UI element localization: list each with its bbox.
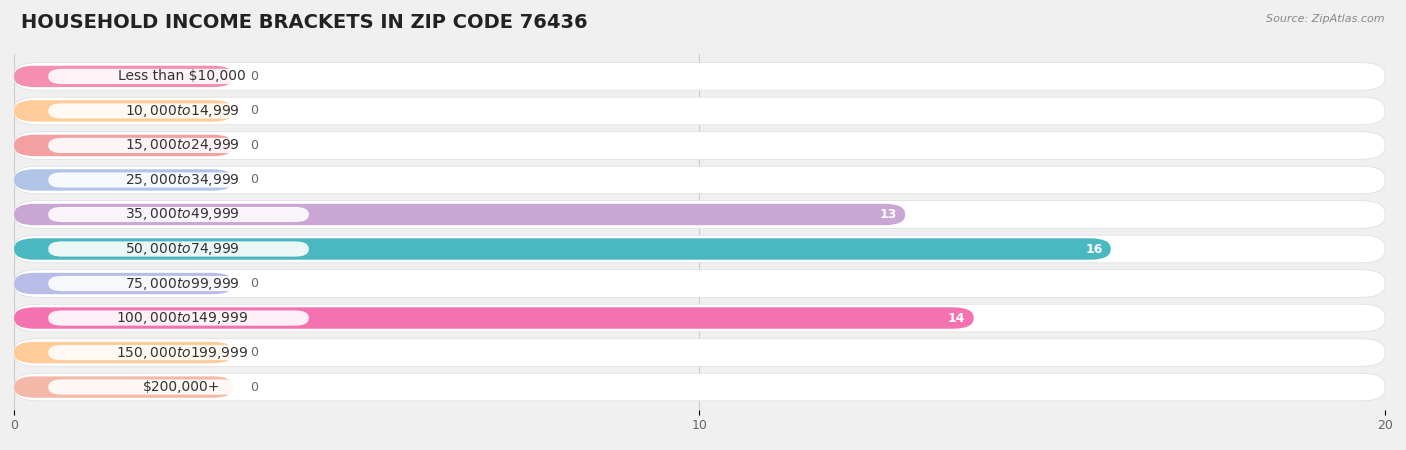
Text: 0: 0 (250, 346, 259, 359)
FancyBboxPatch shape (14, 66, 233, 87)
FancyBboxPatch shape (14, 100, 233, 122)
FancyBboxPatch shape (14, 376, 233, 398)
FancyBboxPatch shape (14, 307, 973, 329)
FancyBboxPatch shape (14, 270, 1385, 297)
Text: $150,000 to $199,999: $150,000 to $199,999 (115, 345, 249, 360)
Circle shape (17, 70, 45, 83)
FancyBboxPatch shape (14, 204, 905, 225)
Text: 14: 14 (948, 311, 966, 324)
Text: $10,000 to $14,999: $10,000 to $14,999 (125, 103, 239, 119)
FancyBboxPatch shape (48, 138, 309, 153)
FancyBboxPatch shape (14, 166, 1385, 194)
FancyBboxPatch shape (14, 63, 1385, 90)
FancyBboxPatch shape (14, 339, 1385, 366)
Circle shape (17, 311, 45, 325)
FancyBboxPatch shape (14, 132, 1385, 159)
FancyBboxPatch shape (14, 304, 1385, 332)
FancyBboxPatch shape (14, 97, 1385, 125)
Text: $25,000 to $34,999: $25,000 to $34,999 (125, 172, 239, 188)
FancyBboxPatch shape (48, 104, 309, 118)
FancyBboxPatch shape (48, 241, 309, 256)
FancyBboxPatch shape (48, 69, 309, 84)
FancyBboxPatch shape (14, 201, 1385, 228)
Text: 0: 0 (250, 70, 259, 83)
Circle shape (17, 104, 45, 118)
Text: 0: 0 (250, 174, 259, 186)
Text: Less than $10,000: Less than $10,000 (118, 69, 246, 83)
Text: 16: 16 (1085, 243, 1102, 256)
FancyBboxPatch shape (14, 273, 233, 294)
FancyBboxPatch shape (14, 235, 1385, 263)
FancyBboxPatch shape (14, 135, 233, 156)
Text: 0: 0 (250, 277, 259, 290)
Text: Source: ZipAtlas.com: Source: ZipAtlas.com (1267, 14, 1385, 23)
FancyBboxPatch shape (48, 172, 309, 188)
FancyBboxPatch shape (14, 238, 1111, 260)
FancyBboxPatch shape (14, 342, 233, 363)
Circle shape (17, 139, 45, 153)
Circle shape (17, 173, 45, 187)
FancyBboxPatch shape (14, 373, 1385, 401)
Text: 0: 0 (250, 381, 259, 394)
Circle shape (17, 346, 45, 360)
Text: HOUSEHOLD INCOME BRACKETS IN ZIP CODE 76436: HOUSEHOLD INCOME BRACKETS IN ZIP CODE 76… (21, 14, 588, 32)
FancyBboxPatch shape (14, 169, 233, 191)
Text: $75,000 to $99,999: $75,000 to $99,999 (125, 275, 239, 292)
Text: $35,000 to $49,999: $35,000 to $49,999 (125, 207, 239, 222)
Text: 13: 13 (880, 208, 897, 221)
Text: $200,000+: $200,000+ (143, 380, 221, 394)
FancyBboxPatch shape (48, 345, 309, 360)
FancyBboxPatch shape (48, 276, 309, 291)
Circle shape (17, 277, 45, 290)
FancyBboxPatch shape (48, 310, 309, 326)
Text: $100,000 to $149,999: $100,000 to $149,999 (115, 310, 249, 326)
Circle shape (17, 242, 45, 256)
Circle shape (17, 380, 45, 394)
Circle shape (17, 207, 45, 221)
Text: 0: 0 (250, 139, 259, 152)
FancyBboxPatch shape (48, 207, 309, 222)
Text: 0: 0 (250, 104, 259, 117)
Text: $15,000 to $24,999: $15,000 to $24,999 (125, 137, 239, 153)
Text: $50,000 to $74,999: $50,000 to $74,999 (125, 241, 239, 257)
FancyBboxPatch shape (48, 379, 309, 395)
